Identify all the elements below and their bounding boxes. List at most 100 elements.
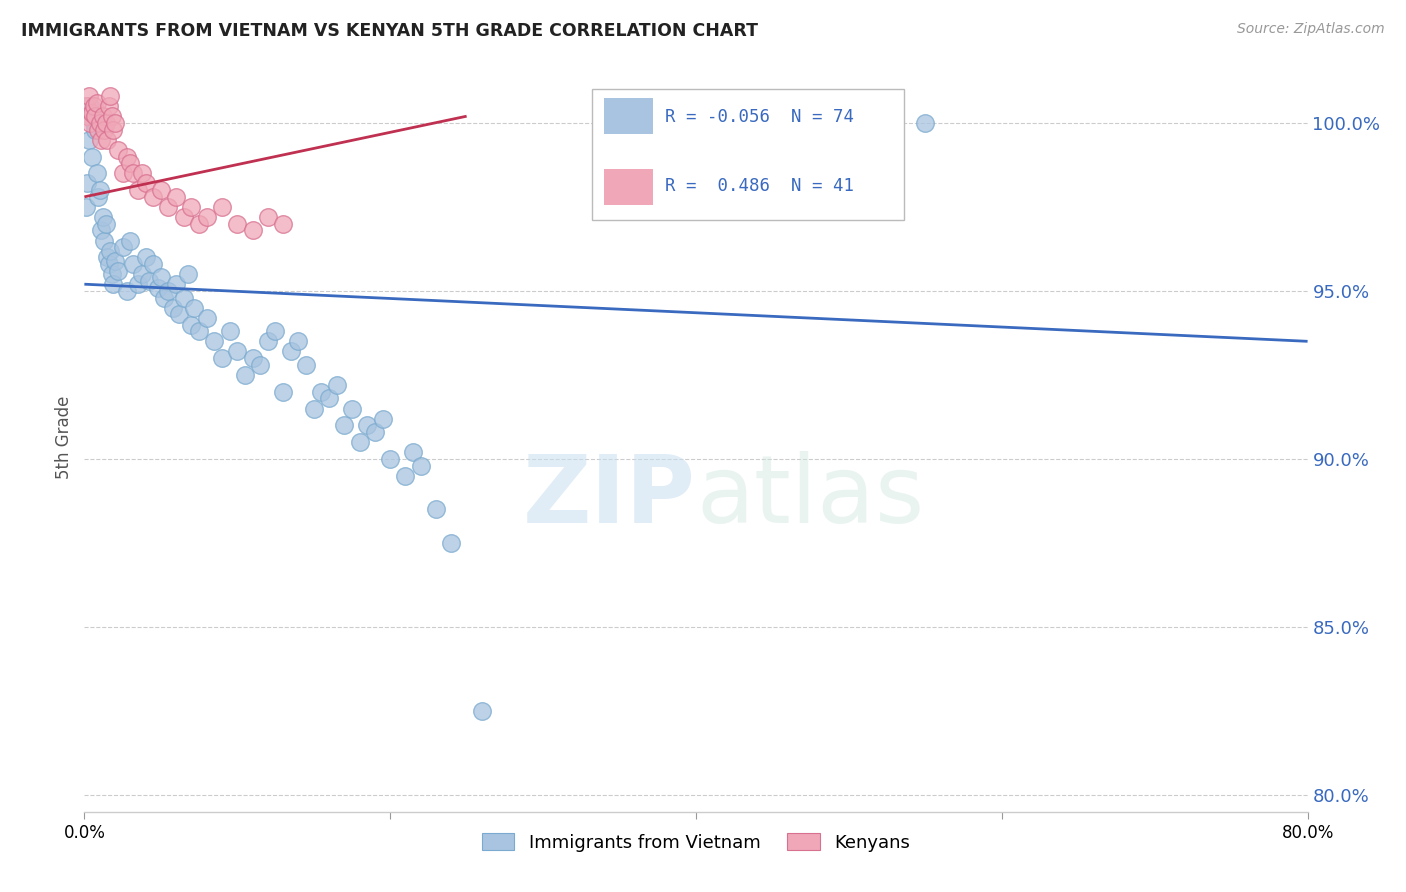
Point: [271, 384, 294, 399]
Point: [111, 240, 134, 254]
Point: [149, 270, 172, 285]
Text: R = -0.056  N = 74: R = -0.056 N = 74: [665, 108, 855, 126]
Point: [83, 116, 105, 130]
Point: [371, 411, 394, 425]
Point: [122, 257, 145, 271]
Point: [120, 234, 142, 248]
Point: [302, 401, 325, 416]
Point: [98, 244, 121, 258]
Point: [76, 177, 98, 191]
Point: [233, 368, 256, 382]
Point: [226, 217, 249, 231]
Point: [242, 351, 264, 365]
Point: [131, 166, 153, 180]
Bar: [605, 169, 654, 205]
Point: [90, 223, 112, 237]
Point: [101, 109, 124, 123]
Point: [142, 190, 165, 204]
Point: [257, 334, 280, 349]
Point: [157, 200, 180, 214]
Bar: [605, 97, 654, 134]
Point: [127, 277, 149, 292]
Point: [90, 133, 112, 147]
Point: [173, 210, 195, 224]
Point: [195, 210, 218, 224]
Point: [89, 116, 111, 130]
Point: [242, 223, 264, 237]
Point: [87, 122, 110, 136]
Point: [173, 291, 195, 305]
Point: [142, 257, 165, 271]
Point: [333, 418, 356, 433]
Point: [394, 468, 416, 483]
Point: [202, 334, 225, 349]
Point: [226, 344, 249, 359]
Point: [86, 95, 108, 110]
Point: [76, 109, 98, 123]
Point: [146, 280, 169, 294]
Point: [402, 445, 425, 459]
Point: [157, 284, 180, 298]
Point: [115, 149, 138, 163]
Point: [122, 166, 145, 180]
Legend: Immigrants from Vietnam, Kenyans: Immigrants from Vietnam, Kenyans: [474, 826, 918, 859]
Point: [84, 122, 107, 136]
Point: [153, 291, 176, 305]
Point: [104, 253, 127, 268]
Point: [211, 200, 233, 214]
Point: [295, 358, 318, 372]
Point: [80, 106, 103, 120]
Point: [257, 210, 280, 224]
FancyBboxPatch shape: [592, 88, 904, 219]
Point: [325, 378, 347, 392]
Point: [103, 277, 125, 292]
Point: [75, 200, 97, 214]
Point: [149, 183, 172, 197]
Text: Source: ZipAtlas.com: Source: ZipAtlas.com: [1237, 22, 1385, 37]
Point: [79, 99, 101, 113]
Point: [98, 89, 121, 103]
Point: [103, 122, 125, 136]
Point: [97, 257, 120, 271]
Point: [94, 116, 117, 130]
Point: [83, 99, 105, 113]
Point: [380, 451, 402, 466]
Point: [89, 183, 111, 197]
Point: [107, 143, 129, 157]
Point: [131, 267, 153, 281]
Point: [91, 109, 114, 123]
Point: [111, 166, 134, 180]
Point: [87, 190, 110, 204]
Point: [271, 217, 294, 231]
Point: [115, 284, 138, 298]
Text: R =  0.486  N = 41: R = 0.486 N = 41: [665, 178, 855, 195]
Point: [188, 217, 211, 231]
Point: [107, 264, 129, 278]
Point: [93, 234, 115, 248]
Point: [264, 324, 287, 338]
Point: [80, 149, 103, 163]
Point: [188, 324, 211, 338]
Point: [77, 89, 100, 103]
Point: [425, 502, 447, 516]
Point: [97, 99, 120, 113]
Point: [440, 536, 463, 550]
Point: [364, 425, 387, 439]
Point: [165, 277, 187, 292]
Point: [162, 301, 184, 315]
Point: [91, 210, 114, 224]
Point: [471, 704, 494, 718]
Point: [180, 318, 202, 332]
Point: [135, 250, 157, 264]
Point: [318, 392, 340, 406]
Point: [349, 435, 371, 450]
Point: [249, 358, 271, 372]
Point: [135, 177, 157, 191]
Point: [409, 458, 432, 473]
Point: [75, 99, 97, 113]
Point: [94, 217, 117, 231]
Point: [218, 324, 240, 338]
Point: [311, 384, 333, 399]
Point: [167, 308, 190, 322]
Point: [120, 156, 142, 170]
